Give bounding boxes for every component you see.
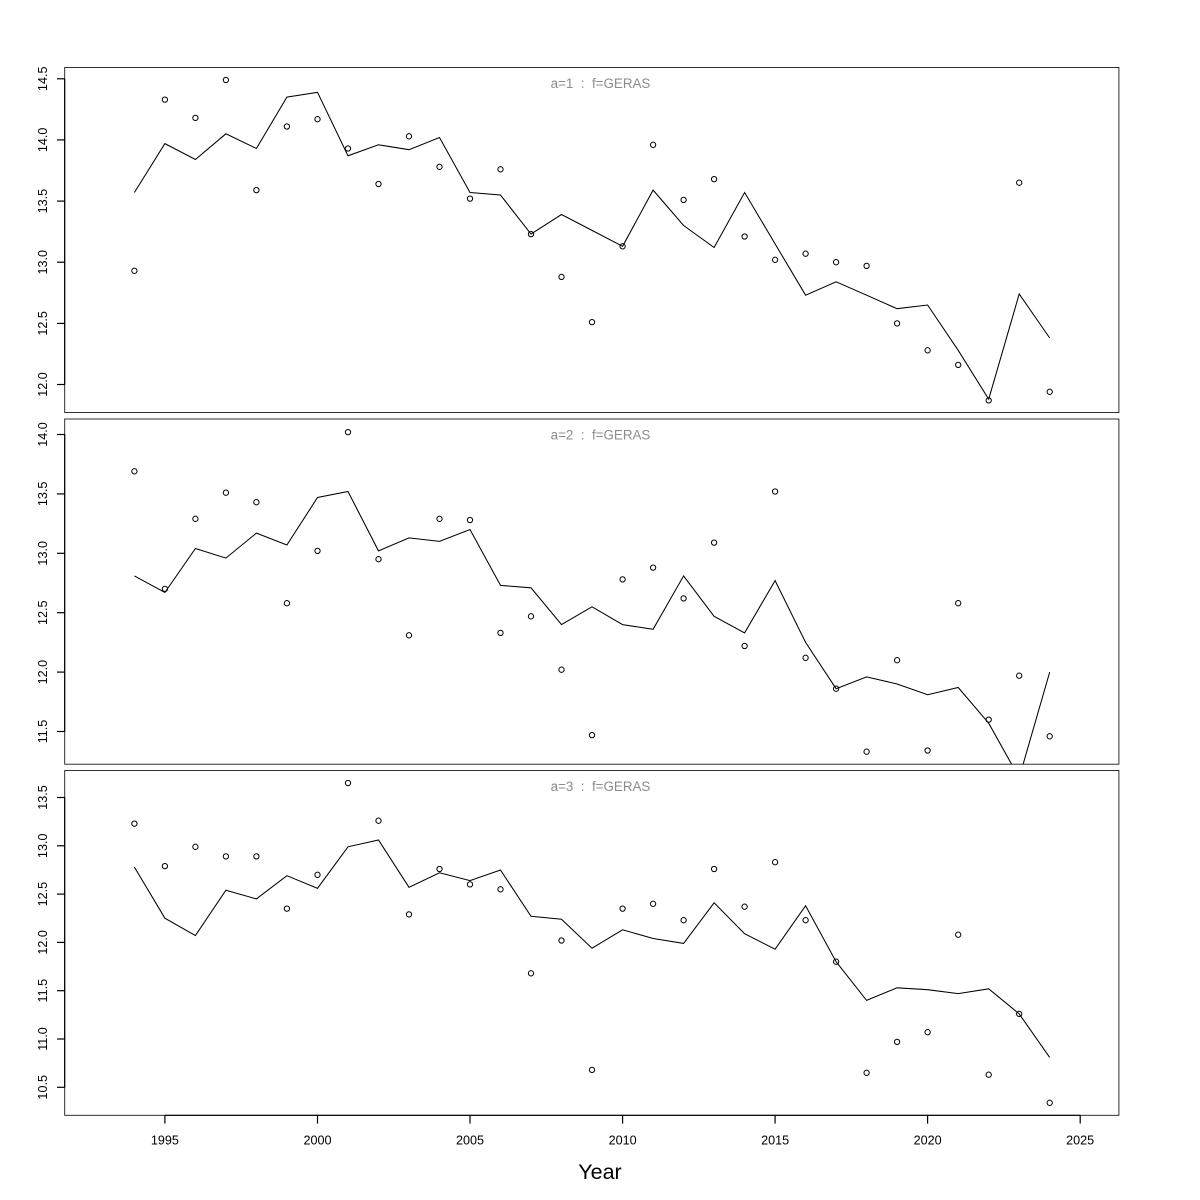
svg-text:2005: 2005 [456, 1134, 484, 1148]
svg-text:a=2 : f=GERAS: a=2 : f=GERAS [551, 428, 651, 443]
svg-text:13.0: 13.0 [36, 250, 50, 275]
svg-text:a=1 : f=GERAS: a=1 : f=GERAS [551, 76, 651, 91]
svg-text:12.0: 12.0 [36, 660, 50, 685]
svg-text:14.5: 14.5 [36, 67, 50, 92]
svg-text:12.5: 12.5 [36, 882, 50, 907]
svg-text:12.0: 12.0 [36, 372, 50, 397]
svg-text:14.0: 14.0 [36, 128, 50, 153]
svg-text:1995: 1995 [151, 1134, 179, 1148]
svg-text:13.0: 13.0 [36, 834, 50, 859]
svg-text:a=3 : f=GERAS: a=3 : f=GERAS [551, 779, 651, 794]
svg-text:2020: 2020 [914, 1134, 942, 1148]
svg-text:11.0: 11.0 [36, 1027, 50, 1051]
svg-text:13.5: 13.5 [36, 189, 50, 214]
svg-text:13.5: 13.5 [36, 482, 50, 507]
svg-text:13.5: 13.5 [36, 785, 50, 810]
svg-text:2010: 2010 [609, 1134, 637, 1148]
svg-text:10.5: 10.5 [36, 1075, 50, 1100]
svg-text:Year: Year [578, 1160, 621, 1184]
svg-text:11.5: 11.5 [36, 720, 50, 744]
svg-text:12.5: 12.5 [36, 311, 50, 336]
svg-text:14.0: 14.0 [36, 422, 50, 447]
svg-text:12.5: 12.5 [36, 600, 50, 625]
svg-text:2025: 2025 [1066, 1134, 1094, 1148]
svg-text:13.0: 13.0 [36, 541, 50, 566]
svg-text:2015: 2015 [761, 1134, 789, 1148]
svg-text:2000: 2000 [303, 1134, 331, 1148]
svg-text:11.5: 11.5 [36, 979, 50, 1003]
svg-text:12.0: 12.0 [36, 930, 50, 955]
